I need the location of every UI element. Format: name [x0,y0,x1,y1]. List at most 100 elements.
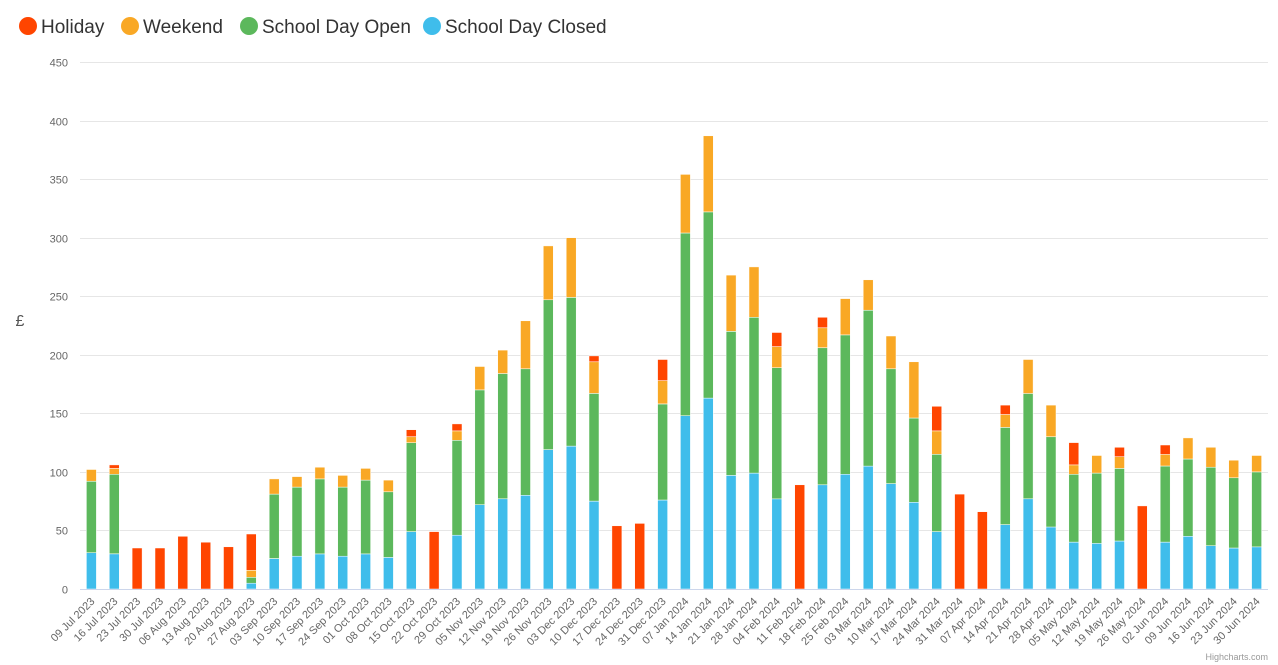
bar-segment-school-day-open[interactable] [1205,466,1217,546]
bar-segment-holiday[interactable] [931,406,942,432]
bar-series[interactable] [86,135,1262,590]
legend-item-school-day-open[interactable]: School Day Open [240,17,411,38]
bar-segment-weekend[interactable] [680,174,691,234]
bar-segment-school-day-closed[interactable] [748,472,760,590]
bar-segment-holiday[interactable] [771,332,783,347]
bar-segment-weekend[interactable] [657,380,668,405]
bar-segment-school-day-open[interactable] [885,368,897,484]
bar-segment-school-day-open[interactable] [360,479,371,555]
bar-segment-holiday[interactable] [223,546,234,590]
bar-segment-school-day-closed[interactable] [314,553,326,590]
bar-segment-weekend[interactable] [268,478,280,495]
bar-segment-school-day-open[interactable] [1114,468,1125,542]
bar-segment-school-day-closed[interactable] [337,555,348,590]
bar-segment-holiday[interactable] [817,317,828,329]
bar-segment-holiday[interactable] [1137,505,1148,590]
bar-segment-school-day-open[interactable] [474,389,486,505]
bar-segment-weekend[interactable] [931,430,942,455]
legend-item-holiday[interactable]: Holiday [19,17,105,38]
bar-segment-school-day-open[interactable] [771,367,783,500]
bar-segment-weekend[interactable] [1251,455,1262,473]
bar-segment-holiday[interactable] [177,536,189,590]
bar-segment-school-day-open[interactable] [725,331,737,476]
bar-segment-school-day-closed[interactable] [1000,524,1011,590]
bar-segment-school-day-closed[interactable] [497,498,508,590]
bar-segment-holiday[interactable] [246,533,257,571]
bar-segment-weekend[interactable] [86,469,97,482]
bar-segment-school-day-open[interactable] [1228,477,1239,549]
bar-segment-school-day-closed[interactable] [817,484,828,590]
bar-segment-school-day-closed[interactable] [931,531,942,590]
bar-segment-school-day-closed[interactable] [543,449,554,590]
bar-segment-school-day-closed[interactable] [1022,498,1034,590]
bar-segment-school-day-closed[interactable] [1182,536,1194,590]
bar-segment-holiday[interactable] [154,547,166,590]
bar-segment-school-day-closed[interactable] [109,553,120,590]
bar-segment-school-day-open[interactable] [1045,436,1057,528]
bar-segment-weekend[interactable] [314,466,326,480]
bar-segment-holiday[interactable] [1068,442,1080,466]
bar-segment-weekend[interactable] [406,436,417,443]
bar-segment-school-day-closed[interactable] [908,502,920,590]
bar-segment-school-day-closed[interactable] [520,495,531,590]
bar-segment-weekend[interactable] [565,237,577,298]
bar-segment-school-day-open[interactable] [291,486,303,557]
bar-segment-school-day-closed[interactable] [680,415,691,590]
bar-segment-school-day-open[interactable] [109,473,120,555]
bar-segment-weekend[interactable] [543,245,554,301]
bar-segment-weekend[interactable] [748,266,760,318]
bar-segment-weekend[interactable] [885,335,897,370]
bar-segment-school-day-closed[interactable] [246,582,257,590]
bar-segment-weekend[interactable] [520,320,531,370]
bar-segment-school-day-open[interactable] [657,403,668,501]
bar-segment-school-day-open[interactable] [1182,458,1194,537]
bar-segment-school-day-closed[interactable] [451,534,463,590]
bar-segment-school-day-closed[interactable] [588,500,600,590]
bar-segment-school-day-open[interactable] [1068,473,1080,543]
bar-segment-school-day-closed[interactable] [383,557,394,590]
bar-segment-weekend[interactable] [1205,447,1217,468]
bar-segment-weekend[interactable] [451,430,463,441]
bar-segment-weekend[interactable] [246,570,257,578]
bar-segment-school-day-closed[interactable] [291,555,303,590]
bar-segment-holiday[interactable] [954,493,965,590]
bar-segment-holiday[interactable] [109,464,120,469]
bar-segment-weekend[interactable] [497,349,508,374]
bar-segment-weekend[interactable] [840,298,851,336]
bar-segment-weekend[interactable] [1022,359,1034,394]
bar-segment-school-day-open[interactable] [908,417,920,503]
bar-segment-weekend[interactable] [109,468,120,475]
bar-segment-weekend[interactable] [1159,454,1171,467]
bar-segment-holiday[interactable] [977,511,988,590]
bar-segment-weekend[interactable] [1182,437,1194,460]
bar-segment-weekend[interactable] [1091,455,1102,474]
bar-segment-school-day-open[interactable] [588,393,600,502]
bar-segment-school-day-closed[interactable] [406,531,417,590]
bar-segment-school-day-open[interactable] [1159,465,1171,543]
legend-item-weekend[interactable]: Weekend [121,17,223,38]
bar-segment-holiday[interactable] [1000,404,1011,415]
bar-segment-school-day-open[interactable] [314,478,326,555]
bar-segment-weekend[interactable] [1114,456,1125,469]
bar-segment-school-day-closed[interactable] [360,553,371,590]
bar-segment-weekend[interactable] [862,279,874,311]
bar-segment-holiday[interactable] [200,541,211,590]
bar-segment-school-day-closed[interactable] [86,552,97,590]
bar-segment-holiday[interactable] [634,523,645,590]
bar-segment-school-day-closed[interactable] [725,475,737,590]
bar-segment-school-day-closed[interactable] [1159,541,1171,590]
bar-segment-weekend[interactable] [725,274,737,332]
bar-segment-school-day-closed[interactable] [703,397,714,590]
bar-segment-school-day-open[interactable] [817,347,828,486]
bar-segment-school-day-open[interactable] [1091,472,1102,544]
bar-segment-weekend[interactable] [291,476,303,488]
bar-segment-school-day-open[interactable] [748,317,760,474]
bar-segment-weekend[interactable] [383,479,394,493]
bar-segment-school-day-closed[interactable] [1091,543,1102,590]
bar-segment-weekend[interactable] [1045,404,1057,437]
bar-segment-school-day-open[interactable] [1022,393,1034,500]
bar-segment-weekend[interactable] [703,135,714,213]
bar-segment-school-day-closed[interactable] [1114,540,1125,590]
bar-segment-holiday[interactable] [588,355,600,363]
bar-segment-school-day-open[interactable] [543,299,554,450]
